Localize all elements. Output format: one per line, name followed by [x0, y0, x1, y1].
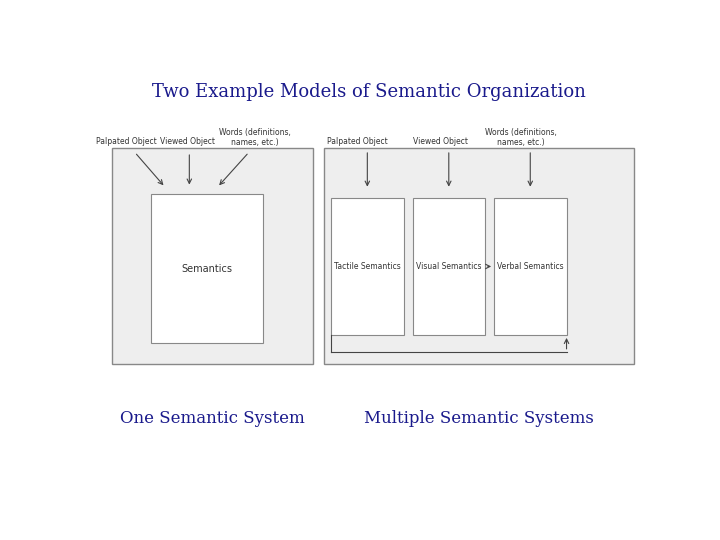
Text: Two Example Models of Semantic Organization: Two Example Models of Semantic Organizat…: [152, 83, 586, 101]
Text: Palpated Object: Palpated Object: [328, 137, 388, 146]
Bar: [413, 198, 485, 335]
Text: Visual Semantics: Visual Semantics: [416, 262, 482, 271]
Text: Viewed Object: Viewed Object: [160, 137, 215, 146]
Text: Palpated Object: Palpated Object: [96, 137, 157, 146]
Text: Tactile Semantics: Tactile Semantics: [334, 262, 401, 271]
Bar: [494, 198, 567, 335]
Bar: [331, 198, 404, 335]
Text: Verbal Semantics: Verbal Semantics: [497, 262, 564, 271]
Bar: [112, 148, 313, 364]
Text: Words (definitions,
names, etc.): Words (definitions, names, etc.): [219, 128, 291, 147]
Bar: [324, 148, 634, 364]
Text: Multiple Semantic Systems: Multiple Semantic Systems: [364, 410, 594, 427]
Text: Semantics: Semantics: [181, 264, 233, 274]
Text: One Semantic System: One Semantic System: [120, 410, 305, 427]
Bar: [151, 194, 263, 343]
Text: Viewed Object: Viewed Object: [413, 137, 468, 146]
Text: Words (definitions,
names, etc.): Words (definitions, names, etc.): [485, 128, 557, 147]
